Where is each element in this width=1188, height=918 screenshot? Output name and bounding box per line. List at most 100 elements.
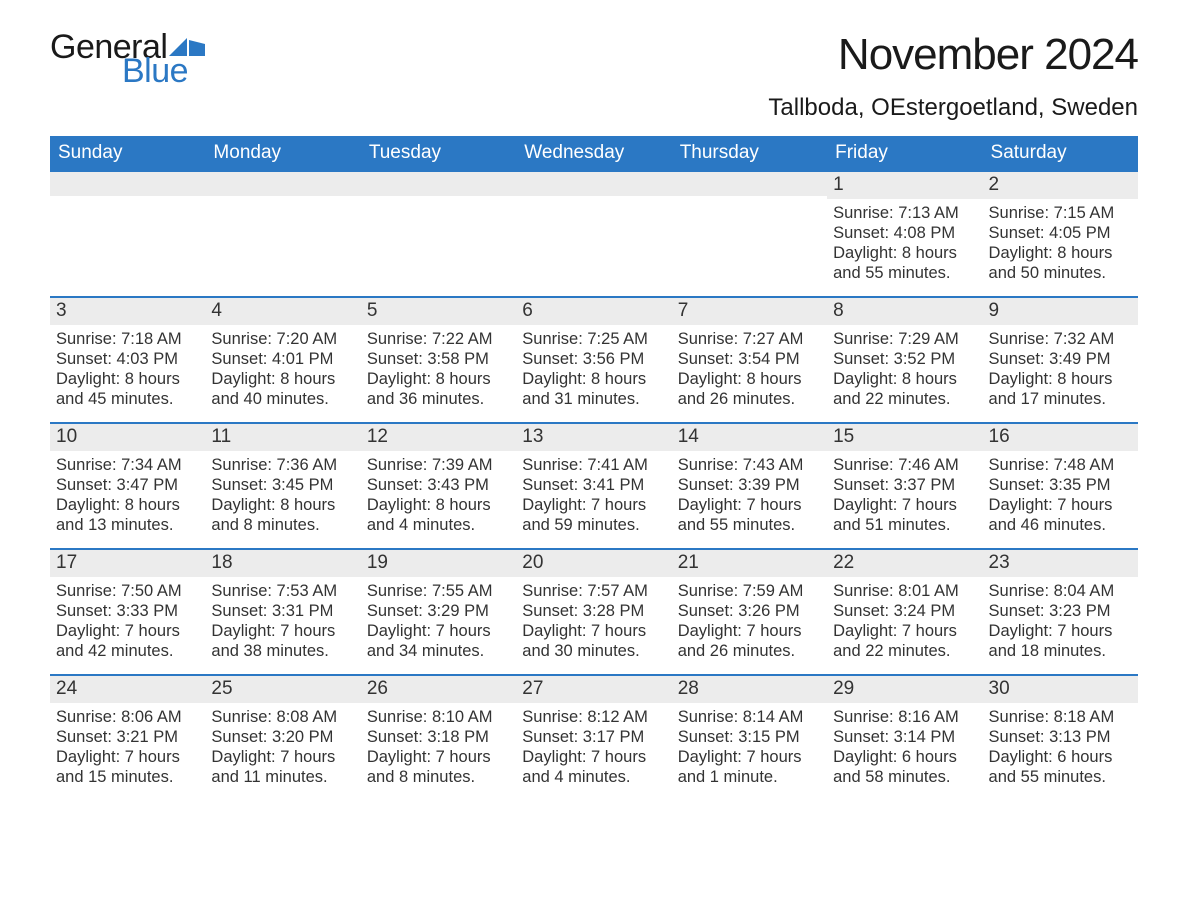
day-text: Sunrise: 7:32 AMSunset: 3:49 PMDaylight:…: [983, 325, 1138, 414]
sunrise-text: Sunrise: 7:34 AM: [56, 455, 199, 475]
daylight-text: Daylight: 7 hours and 42 minutes.: [56, 621, 199, 661]
sunrise-text: Sunrise: 7:20 AM: [211, 329, 354, 349]
day-text: Sunrise: 7:22 AMSunset: 3:58 PMDaylight:…: [361, 325, 516, 414]
sunset-text: Sunset: 3:37 PM: [833, 475, 976, 495]
daylight-text: Daylight: 8 hours and 55 minutes.: [833, 243, 976, 283]
day-cell: 4Sunrise: 7:20 AMSunset: 4:01 PMDaylight…: [205, 297, 360, 423]
day-number: 21: [672, 550, 827, 577]
daylight-text: Daylight: 7 hours and 26 minutes.: [678, 621, 821, 661]
day-number: 17: [50, 550, 205, 577]
sunset-text: Sunset: 3:13 PM: [989, 727, 1132, 747]
day-number: 29: [827, 676, 982, 703]
day-header: Wednesday: [516, 136, 671, 171]
day-text: Sunrise: 7:25 AMSunset: 3:56 PMDaylight:…: [516, 325, 671, 414]
day-number: 25: [205, 676, 360, 703]
day-cell: 16Sunrise: 7:48 AMSunset: 3:35 PMDayligh…: [983, 423, 1138, 549]
sunset-text: Sunset: 3:49 PM: [989, 349, 1132, 369]
daylight-text: Daylight: 8 hours and 50 minutes.: [989, 243, 1132, 283]
day-header: Saturday: [983, 136, 1138, 171]
sunrise-text: Sunrise: 8:14 AM: [678, 707, 821, 727]
sunrise-text: Sunrise: 7:59 AM: [678, 581, 821, 601]
sunset-text: Sunset: 3:15 PM: [678, 727, 821, 747]
day-number: 14: [672, 424, 827, 451]
daylight-text: Daylight: 7 hours and 1 minute.: [678, 747, 821, 787]
sunset-text: Sunset: 3:26 PM: [678, 601, 821, 621]
day-text: Sunrise: 8:06 AMSunset: 3:21 PMDaylight:…: [50, 703, 205, 792]
day-cell: 25Sunrise: 8:08 AMSunset: 3:20 PMDayligh…: [205, 675, 360, 801]
day-cell: 3Sunrise: 7:18 AMSunset: 4:03 PMDaylight…: [50, 297, 205, 423]
day-cell: 22Sunrise: 8:01 AMSunset: 3:24 PMDayligh…: [827, 549, 982, 675]
calendar-body: 1Sunrise: 7:13 AMSunset: 4:08 PMDaylight…: [50, 171, 1138, 801]
sunset-text: Sunset: 3:35 PM: [989, 475, 1132, 495]
header: General Blue November 2024 Tallboda, OEs…: [50, 30, 1138, 132]
day-cell: 15Sunrise: 7:46 AMSunset: 3:37 PMDayligh…: [827, 423, 982, 549]
day-number: 6: [516, 298, 671, 325]
day-number: 7: [672, 298, 827, 325]
sunrise-text: Sunrise: 8:18 AM: [989, 707, 1132, 727]
daylight-text: Daylight: 7 hours and 34 minutes.: [367, 621, 510, 661]
sunrise-text: Sunrise: 8:08 AM: [211, 707, 354, 727]
day-number: 20: [516, 550, 671, 577]
sunset-text: Sunset: 4:03 PM: [56, 349, 199, 369]
day-number: 15: [827, 424, 982, 451]
day-text: Sunrise: 7:15 AMSunset: 4:05 PMDaylight:…: [983, 199, 1138, 288]
day-cell: 24Sunrise: 8:06 AMSunset: 3:21 PMDayligh…: [50, 675, 205, 801]
day-number: 5: [361, 298, 516, 325]
day-text: Sunrise: 7:13 AMSunset: 4:08 PMDaylight:…: [827, 199, 982, 288]
daylight-text: Daylight: 7 hours and 15 minutes.: [56, 747, 199, 787]
day-number: 12: [361, 424, 516, 451]
day-text: Sunrise: 8:18 AMSunset: 3:13 PMDaylight:…: [983, 703, 1138, 792]
sunrise-text: Sunrise: 7:53 AM: [211, 581, 354, 601]
daylight-text: Daylight: 8 hours and 13 minutes.: [56, 495, 199, 535]
sunset-text: Sunset: 3:17 PM: [522, 727, 665, 747]
day-cell: 9Sunrise: 7:32 AMSunset: 3:49 PMDaylight…: [983, 297, 1138, 423]
day-number: 4: [205, 298, 360, 325]
sunrise-text: Sunrise: 8:12 AM: [522, 707, 665, 727]
sunrise-text: Sunrise: 7:25 AM: [522, 329, 665, 349]
day-text: Sunrise: 7:34 AMSunset: 3:47 PMDaylight:…: [50, 451, 205, 540]
day-cell: [361, 171, 516, 297]
daylight-text: Daylight: 7 hours and 46 minutes.: [989, 495, 1132, 535]
sunrise-text: Sunrise: 7:29 AM: [833, 329, 976, 349]
daylight-text: Daylight: 8 hours and 40 minutes.: [211, 369, 354, 409]
daylight-text: Daylight: 8 hours and 31 minutes.: [522, 369, 665, 409]
sunset-text: Sunset: 3:39 PM: [678, 475, 821, 495]
location-text: Tallboda, OEstergoetland, Sweden: [768, 94, 1138, 122]
day-text: Sunrise: 7:48 AMSunset: 3:35 PMDaylight:…: [983, 451, 1138, 540]
day-text: Sunrise: 7:39 AMSunset: 3:43 PMDaylight:…: [361, 451, 516, 540]
daylight-text: Daylight: 8 hours and 4 minutes.: [367, 495, 510, 535]
sunset-text: Sunset: 3:33 PM: [56, 601, 199, 621]
sunrise-text: Sunrise: 7:55 AM: [367, 581, 510, 601]
day-header: Tuesday: [361, 136, 516, 171]
day-number: 16: [983, 424, 1138, 451]
sunset-text: Sunset: 4:05 PM: [989, 223, 1132, 243]
sunrise-text: Sunrise: 7:13 AM: [833, 203, 976, 223]
daylight-text: Daylight: 8 hours and 8 minutes.: [211, 495, 354, 535]
sunrise-text: Sunrise: 7:48 AM: [989, 455, 1132, 475]
sunrise-text: Sunrise: 7:18 AM: [56, 329, 199, 349]
day-text: Sunrise: 8:04 AMSunset: 3:23 PMDaylight:…: [983, 577, 1138, 666]
title-block: November 2024 Tallboda, OEstergoetland, …: [768, 30, 1138, 132]
day-text: Sunrise: 7:59 AMSunset: 3:26 PMDaylight:…: [672, 577, 827, 666]
sunrise-text: Sunrise: 7:46 AM: [833, 455, 976, 475]
daylight-text: Daylight: 8 hours and 45 minutes.: [56, 369, 199, 409]
day-cell: [516, 171, 671, 297]
day-number: [205, 172, 360, 196]
logo: General Blue: [50, 30, 205, 88]
day-cell: 7Sunrise: 7:27 AMSunset: 3:54 PMDaylight…: [672, 297, 827, 423]
sunset-text: Sunset: 3:18 PM: [367, 727, 510, 747]
day-cell: 2Sunrise: 7:15 AMSunset: 4:05 PMDaylight…: [983, 171, 1138, 297]
sunset-text: Sunset: 3:29 PM: [367, 601, 510, 621]
sunset-text: Sunset: 3:56 PM: [522, 349, 665, 369]
day-text: Sunrise: 7:46 AMSunset: 3:37 PMDaylight:…: [827, 451, 982, 540]
sunrise-text: Sunrise: 8:10 AM: [367, 707, 510, 727]
week-row: 1Sunrise: 7:13 AMSunset: 4:08 PMDaylight…: [50, 171, 1138, 297]
week-row: 17Sunrise: 7:50 AMSunset: 3:33 PMDayligh…: [50, 549, 1138, 675]
day-cell: 6Sunrise: 7:25 AMSunset: 3:56 PMDaylight…: [516, 297, 671, 423]
sunset-text: Sunset: 3:41 PM: [522, 475, 665, 495]
sunrise-text: Sunrise: 7:27 AM: [678, 329, 821, 349]
day-text: Sunrise: 8:01 AMSunset: 3:24 PMDaylight:…: [827, 577, 982, 666]
day-text: Sunrise: 7:36 AMSunset: 3:45 PMDaylight:…: [205, 451, 360, 540]
day-number: 28: [672, 676, 827, 703]
day-number: 11: [205, 424, 360, 451]
